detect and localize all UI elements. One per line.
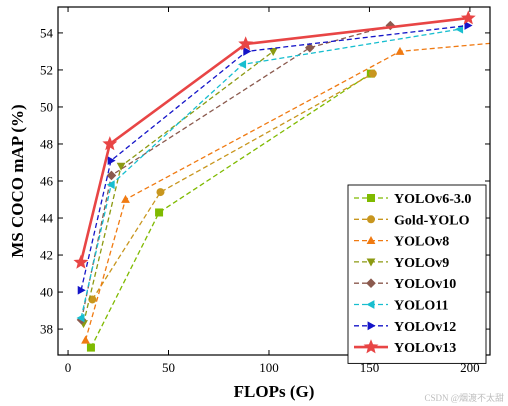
data-point-yolov13-0 (73, 254, 89, 269)
legend-box (347, 184, 487, 364)
series-yolov9 (79, 48, 278, 329)
data-point-yolo11-0 (76, 313, 85, 323)
legend-item-yolov13: YOLOv13 (354, 339, 456, 356)
y-tick-label: 48 (40, 136, 53, 151)
legend-item-gold-yolo: Gold-YOLO (354, 213, 470, 228)
legend-label-yolov6-3-0: YOLOv6-3.0 (394, 192, 471, 207)
data-point-gold-yolo-1 (156, 188, 165, 197)
legend-marker-yolov10 (366, 278, 376, 288)
legend-label-yolov8: YOLOv8 (394, 235, 449, 250)
legend: YOLOv6-3.0 Gold-YOLO YOLOv8 YOLOv9 YOLOv10 YO… (347, 184, 487, 364)
legend-marker-gold-yolo (367, 215, 375, 224)
legend-marker-yolov12 (367, 321, 376, 331)
data-point-yolov12-2 (243, 47, 252, 56)
data-point-yolov12-1 (107, 156, 116, 166)
series-line-yolov13 (79, 16, 469, 263)
legend-item-yolov6-3-0: YOLOv6-3.0 (354, 192, 471, 207)
data-point-yolov9-1 (116, 162, 126, 171)
watermark-text: CSDN @烟渡不太甜 (424, 392, 504, 403)
data-point-yolov8-0 (81, 335, 90, 344)
legend-label-yolov12: YOLOv12 (394, 320, 456, 335)
x-tick-label: 100 (259, 360, 279, 375)
legend-marker-yolov13 (363, 339, 379, 354)
y-tick-label: 46 (40, 174, 54, 189)
series-gold-yolo (88, 69, 377, 304)
legend-label-yolo11: YOLO11 (394, 299, 448, 314)
legend-label-yolov9: YOLOv9 (394, 256, 449, 271)
y-tick-label: 42 (40, 248, 53, 263)
data-point-yolov12-3 (464, 21, 473, 30)
legend-marker-yolo11 (366, 300, 375, 309)
series-line-gold-yolo (91, 73, 374, 300)
data-point-gold-yolo-2 (368, 69, 377, 78)
series-yolov12 (77, 21, 473, 295)
series-line-yolov12 (80, 24, 468, 291)
legend-marker-yolov6-3-0 (367, 194, 375, 202)
legend-item-yolov9: YOLOv9 (354, 256, 449, 271)
legend-item-yolov10: YOLOv10 (354, 277, 456, 292)
plot-layer (73, 10, 490, 352)
data-point-yolov6-3-0-0 (86, 343, 95, 352)
data-point-yolov8-2 (395, 46, 405, 55)
y-tick-label: 50 (40, 99, 53, 114)
legend-label-yolov13: YOLOv13 (394, 341, 456, 356)
legend-marker-yolov8 (366, 236, 376, 244)
data-point-yolov10-1 (106, 170, 117, 181)
legend-label-yolov10: YOLOv10 (394, 277, 456, 292)
legend-item-yolov8: YOLOv8 (354, 235, 449, 250)
data-point-yolov9-2 (268, 48, 278, 57)
series-line-yolo11 (80, 28, 460, 319)
data-point-yolo11-1 (106, 180, 115, 190)
data-point-yolo11-3 (455, 24, 464, 34)
series-yolov6-3-0 (86, 69, 375, 352)
series-yolov8 (81, 42, 490, 344)
legend-marker-yolov9 (366, 258, 376, 267)
data-point-yolov10-2 (304, 42, 315, 53)
legend-item-yolov12: YOLOv12 (354, 320, 456, 335)
data-point-yolov13-1 (102, 136, 118, 151)
data-point-yolov6-3-0-1 (155, 208, 164, 217)
x-axis-title: FLOPs (G) (234, 382, 315, 401)
series-yolo11 (76, 24, 464, 323)
y-tick-label: 40 (40, 285, 53, 300)
data-point-yolov13-2 (238, 36, 254, 51)
series-line-yolov6-3-0 (90, 73, 372, 348)
x-tick-label: 50 (162, 360, 175, 375)
y-tick-label: 44 (40, 211, 54, 226)
data-point-yolov12-0 (77, 285, 86, 295)
legend-item-yolo11: YOLO11 (354, 299, 448, 314)
y-tick-label: 54 (40, 25, 54, 40)
data-point-yolo11-2 (238, 59, 247, 69)
y-tick-label: 38 (40, 322, 53, 337)
x-tick-label: 0 (65, 360, 72, 375)
y-tick-label: 52 (40, 62, 53, 77)
series-yolov13 (73, 10, 476, 269)
data-point-yolov13-3 (460, 10, 476, 25)
y-axis-title: MS COCO mAP (%) (8, 104, 27, 257)
legend-label-gold-yolo: Gold-YOLO (394, 213, 470, 228)
series-line-yolov8 (84, 42, 490, 341)
data-point-yolov8-1 (121, 194, 130, 203)
